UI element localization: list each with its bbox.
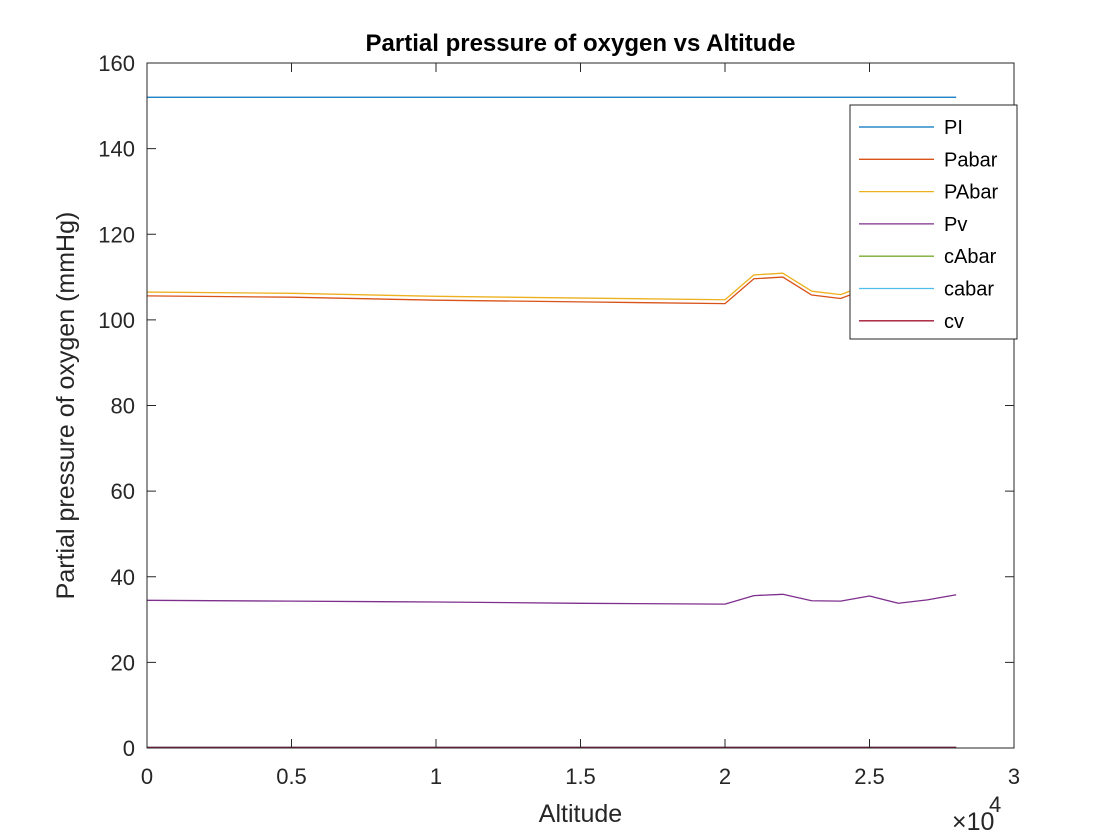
series-line-pv — [146, 593, 957, 605]
y-tick-label: 120 — [98, 222, 135, 247]
x-axis-title: Altitude — [539, 800, 622, 828]
x-tick-label: 3 — [1008, 764, 1020, 789]
x-exponent-power: 4 — [989, 792, 1001, 817]
label-layer: 0 0.5 1 1.5 2 2.5 3 0 20 40 60 80 100 120 140 160 — [98, 51, 1020, 789]
y-tick-label: 100 — [98, 308, 135, 333]
y-axis-title: Partial pressure of oxygen (mmHg) — [52, 212, 80, 600]
legend-box — [849, 104, 1018, 340]
y-tick-label: 80 — [111, 394, 135, 419]
y-tick-label: 140 — [98, 137, 135, 162]
plot-frame — [146, 62, 1015, 749]
y-tick-label: 0 — [123, 736, 135, 761]
legend-label-cabar: cabar — [944, 279, 994, 301]
legend-label-pabar: Pabar — [944, 149, 998, 171]
x-tick-label: 0 — [141, 764, 153, 789]
y-tick-label: 60 — [111, 479, 135, 504]
legend-label-pi: PI — [944, 117, 963, 139]
chart-title: Partial pressure of oxygen vs Altitude — [366, 30, 796, 57]
x-tick-label: 2 — [719, 764, 731, 789]
legend-label-pv: Pv — [944, 214, 967, 236]
legend: PI Pabar PAbar Pv cAbar cabar cv — [849, 104, 1018, 340]
y-tick-label: 40 — [111, 565, 135, 590]
legend-label-pabar: PAbar — [944, 182, 998, 204]
legend-label-cabar: cAbar — [944, 246, 997, 268]
legend-items: PI Pabar PAbar Pv cAbar cabar cv — [859, 117, 998, 333]
x-tick-label: 0.5 — [276, 764, 307, 789]
x-exponent-base: ×10 — [952, 808, 994, 836]
x-tick-label: 1 — [430, 764, 442, 789]
y-tick-label: 20 — [111, 650, 135, 675]
y-tick-label: 160 — [98, 51, 135, 76]
legend-label-cv: cv — [944, 311, 964, 333]
x-axis-exponent: ×10 4 — [952, 792, 1001, 836]
x-tick-label: 2.5 — [854, 764, 885, 789]
x-tick-label: 1.5 — [565, 764, 596, 789]
